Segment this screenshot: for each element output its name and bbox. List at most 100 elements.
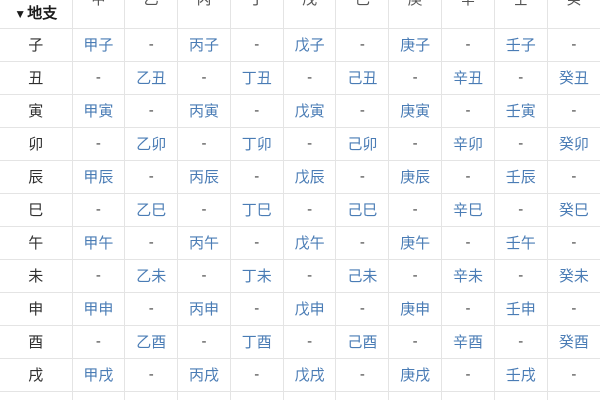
empty-cell [177, 390, 231, 400]
ganzhi-link[interactable]: 己卯 [335, 126, 390, 161]
ganzhi-link[interactable]: 己丑 [335, 60, 390, 95]
ganzhi-link[interactable]: 戊寅 [282, 93, 337, 128]
ganzhi-link[interactable]: 戊午 [282, 225, 337, 260]
table-row: 子甲子 - 丙子 - 戊子 - 庚子 - 壬子 - [0, 27, 600, 62]
ganzhi-link[interactable]: 癸卯 [546, 126, 600, 161]
ganzhi-link[interactable]: 庚午 [388, 225, 443, 260]
ganzhi-link[interactable]: 丙寅 [177, 93, 231, 128]
empty-cell: - [335, 357, 390, 392]
ganzhi-link[interactable]: 丙子 [177, 27, 231, 62]
ganzhi-link[interactable]: 丙申 [177, 291, 231, 326]
corner-header-label: 地支 [27, 4, 58, 22]
empty-cell: - [388, 258, 443, 293]
empty-cell [229, 390, 284, 400]
ganzhi-link[interactable]: 壬午 [493, 225, 548, 260]
ganzhi-link[interactable]: 壬子 [493, 27, 548, 62]
ganzhi-link[interactable]: 己未 [335, 258, 390, 293]
ganzhi-link[interactable]: 庚辰 [388, 159, 443, 194]
ganzhi-link[interactable]: 甲戌 [71, 357, 126, 392]
table-row: 酉 - 乙酉 - 丁酉 - 己酉 - 辛酉 - 癸酉 [0, 324, 600, 359]
ganzhi-link[interactable]: 丁酉 [229, 324, 284, 359]
ganzhi-link[interactable]: 丁卯 [229, 126, 284, 161]
row-header-branch: 寅 [0, 93, 73, 128]
ganzhi-link[interactable]: 壬申 [493, 291, 548, 326]
empty-cell: - [493, 324, 548, 359]
empty-cell: - [124, 357, 179, 392]
ganzhi-link[interactable]: 甲寅 [71, 93, 126, 128]
ganzhi-link[interactable]: 癸丑 [546, 60, 600, 95]
ganzhi-link[interactable]: 丙午 [177, 225, 231, 260]
ganzhi-link[interactable]: 乙酉 [124, 324, 179, 359]
empty-cell [388, 390, 443, 400]
empty-cell: - [124, 225, 179, 260]
empty-cell: - [124, 159, 179, 194]
ganzhi-link[interactable]: 壬戌 [493, 357, 548, 392]
row-header-branch: 巳 [0, 192, 73, 227]
row-header-branch: 丑 [0, 60, 73, 95]
row-header-branch: 申 [0, 291, 73, 326]
ganzhi-link[interactable]: 庚戌 [388, 357, 443, 392]
ganzhi-link[interactable]: 乙丑 [124, 60, 179, 95]
ganzhi-link[interactable]: 癸未 [546, 258, 600, 293]
empty-cell: - [388, 324, 443, 359]
ganzhi-link[interactable]: 壬辰 [493, 159, 548, 194]
ganzhi-link[interactable]: 壬寅 [493, 93, 548, 128]
empty-cell [441, 390, 495, 400]
ganzhi-link[interactable]: 癸巳 [546, 192, 600, 227]
ganzhi-link[interactable]: 辛巳 [441, 192, 495, 227]
ganzhi-link[interactable]: 乙卯 [124, 126, 179, 161]
column-header-stem: 庚 [388, 0, 443, 29]
ganzhi-link[interactable]: 丙戌 [177, 357, 231, 392]
table-row: 未 - 乙未 - 丁未 - 己未 - 辛未 - 癸未 [0, 258, 600, 293]
ganzhi-link[interactable]: 辛卯 [441, 126, 495, 161]
ganzhi-link[interactable]: 甲午 [71, 225, 126, 260]
column-header-stem: 甲 [71, 0, 126, 29]
ganzhi-link[interactable]: 辛丑 [441, 60, 495, 95]
row-header-branch: 未 [0, 258, 73, 293]
column-header-stem: 戊 [282, 0, 337, 29]
ganzhi-link[interactable]: 己巳 [335, 192, 390, 227]
ganzhi-link[interactable]: 乙未 [124, 258, 179, 293]
table-body: 子甲子 - 丙子 - 戊子 - 庚子 - 壬子 - 丑 - 乙丑 - 丁丑 - 己丑 - 辛丑 - 癸丑寅甲寅 - 丙寅 - 戊… [0, 27, 600, 400]
ganzhi-link[interactable]: 辛未 [441, 258, 495, 293]
ganzhi-link[interactable]: 辛酉 [441, 324, 495, 359]
empty-cell: - [124, 291, 179, 326]
empty-cell: - [493, 126, 548, 161]
empty-cell: - [546, 159, 600, 194]
ganzhi-link[interactable]: 丁丑 [229, 60, 284, 95]
table-header: ▼地支甲乙丙丁戊己庚辛壬癸 [0, 0, 600, 29]
ganzhi-link[interactable]: 甲申 [71, 291, 126, 326]
ganzhi-link[interactable]: 戊戌 [282, 357, 337, 392]
ganzhi-link[interactable]: 甲辰 [71, 159, 126, 194]
sort-descending-icon: ▼ [14, 6, 27, 21]
empty-cell: - [282, 60, 337, 95]
ganzhi-link[interactable]: 己酉 [335, 324, 390, 359]
empty-cell: - [388, 192, 443, 227]
row-header-branch: 卯 [0, 126, 73, 161]
ganzhi-link[interactable]: 戊申 [282, 291, 337, 326]
ganzhi-link[interactable]: 庚寅 [388, 93, 443, 128]
ganzhi-link[interactable]: 丁未 [229, 258, 284, 293]
empty-cell: - [229, 159, 284, 194]
table-row: 卯 - 乙卯 - 丁卯 - 己卯 - 辛卯 - 癸卯 [0, 126, 600, 161]
empty-cell: - [546, 225, 600, 260]
table-row: 巳 - 乙巳 - 丁巳 - 己巳 - 辛巳 - 癸巳 [0, 192, 600, 227]
ganzhi-link[interactable]: 甲子 [71, 27, 126, 62]
ganzhi-link[interactable]: 丙辰 [177, 159, 231, 194]
corner-header-dizhi[interactable]: ▼地支 [0, 0, 73, 29]
row-header-branch: 午 [0, 225, 73, 260]
ganzhi-link[interactable]: 戊辰 [282, 159, 337, 194]
empty-cell: - [441, 159, 495, 194]
ganzhi-link[interactable]: 庚子 [388, 27, 443, 62]
ganzhi-link[interactable]: 戊子 [282, 27, 337, 62]
empty-cell: - [177, 192, 231, 227]
ganzhi-link[interactable]: 癸酉 [546, 324, 600, 359]
ganzhi-link[interactable]: 丁巳 [229, 192, 284, 227]
ganzhi-link[interactable]: 庚申 [388, 291, 443, 326]
column-header-stem: 壬 [493, 0, 548, 29]
empty-cell: - [546, 93, 600, 128]
empty-cell: - [546, 27, 600, 62]
ganzhi-link[interactable]: 乙巳 [124, 192, 179, 227]
empty-cell [124, 390, 179, 400]
